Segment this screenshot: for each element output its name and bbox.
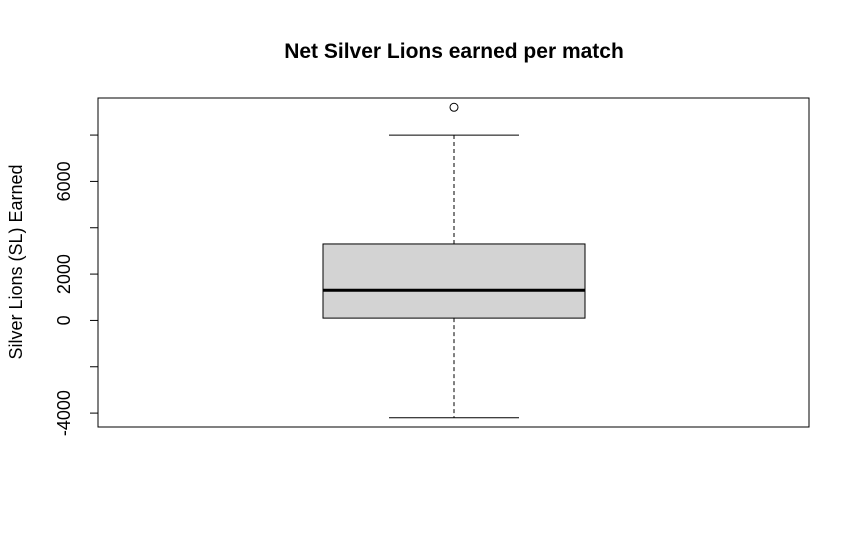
- y-tick-label: 2000: [54, 254, 74, 294]
- chart-title: Net Silver Lions earned per match: [284, 40, 624, 63]
- iqr-box: [322, 243, 586, 319]
- y-tick-label: 6000: [54, 161, 74, 201]
- box-group: [322, 102, 586, 419]
- y-tick-label: 0: [54, 315, 74, 325]
- y-axis-label: Silver Lions (SL) Earned: [6, 164, 26, 359]
- y-axis: -4000 0 2000 6000: [54, 134, 99, 436]
- y-tick-label: -4000: [54, 390, 74, 436]
- outlier-point: [449, 102, 459, 112]
